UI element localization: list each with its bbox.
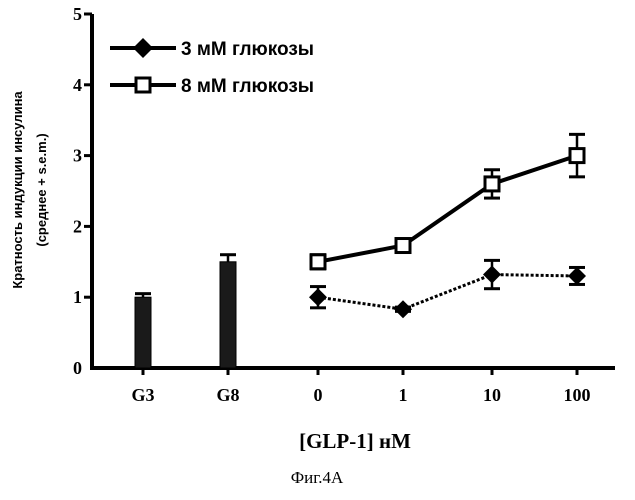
x-tick-label-G3: G3 [131,385,154,405]
x-tick-label-10: 10 [483,385,501,405]
x-tick-label-100: 100 [564,385,591,405]
point-s1-3 [570,149,584,163]
bar-G8 [220,262,236,368]
series-line-0 [318,275,577,310]
y-tick-label-3: 3 [73,146,82,166]
y-tick-label-5: 5 [73,4,82,24]
legend: 3 мМ глюкозы 8 мМ глюкозы [110,38,314,97]
y-axis-label-line2: (среднее + s.e.m.) [34,133,49,246]
y-tick-label-4: 4 [73,75,82,95]
legend-marker-1 [136,78,150,92]
x-tick-label-G8: G8 [216,385,239,405]
point-s0-3 [568,267,586,285]
bar-G3 [135,297,151,368]
y-tick-label-0: 0 [73,358,82,378]
legend-label-1: 8 мМ глюкозы [181,76,314,97]
point-s0-2 [483,266,501,284]
point-s1-2 [485,177,499,191]
y-axis-label-line1: Кратность индукции инсулина [10,91,25,289]
series-line-1 [318,156,577,262]
x-tick-label-0: 0 [314,385,323,405]
point-s0-0 [309,288,327,306]
point-s1-0 [311,255,325,269]
y-tick-label-1: 1 [73,287,82,307]
series-group [309,134,586,318]
legend-label-0: 3 мМ глюкозы [181,39,314,60]
axes: 0 1 2 3 4 5 G3 G8 0 1 10 100 [73,4,615,405]
x-tick-label-1: 1 [399,385,408,405]
bars-group [135,255,236,368]
legend-marker-0 [133,38,153,58]
point-s1-1 [396,239,410,253]
figure-caption: Фиг.4А [291,468,344,487]
y-tick-label-2: 2 [73,216,82,236]
point-s0-1 [394,300,412,318]
x-axis-label: [GLP-1] нМ [299,429,411,453]
